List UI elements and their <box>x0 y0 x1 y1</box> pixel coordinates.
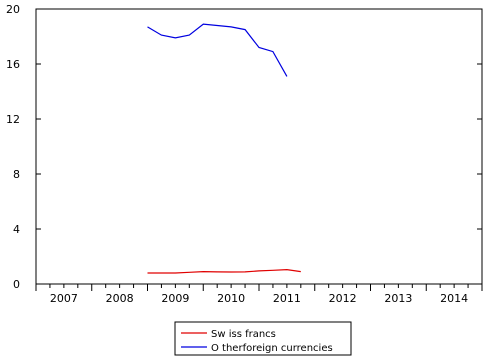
y-tick-label-20: 20 <box>6 3 20 16</box>
y-tick-label-12: 12 <box>6 113 20 126</box>
y-axis: 0 4 8 12 16 20 <box>6 3 482 291</box>
x-tick-label-2010: 2010 <box>217 292 245 305</box>
y-tick-label-16: 16 <box>6 58 20 71</box>
x-tick-label-2008: 2008 <box>106 292 134 305</box>
series-line-1 <box>147 23 288 77</box>
legend: Sw iss francs O therforeign currencies <box>174 321 352 356</box>
x-tick-label-2007: 2007 <box>50 292 78 305</box>
plot-frame <box>35 8 483 285</box>
x-tick-label-2011: 2011 <box>273 292 301 305</box>
x-tick-label-2012: 2012 <box>329 292 357 305</box>
x-axis: 2007 2008 2009 2010 2011 2012 2013 2014 <box>35 284 483 305</box>
series-layer <box>147 23 301 274</box>
series-line-0 <box>147 268 301 274</box>
legend-box <box>174 321 352 356</box>
plot-area <box>35 8 483 285</box>
x-tick-label-2013: 2013 <box>384 292 412 305</box>
y-tick-label-0: 0 <box>13 278 20 291</box>
legend-label-other: O therforeign currencies <box>211 343 333 354</box>
y-tick-label-8: 8 <box>13 168 20 181</box>
y-tick-label-4: 4 <box>13 223 20 236</box>
legend-label-swiss: Sw iss francs <box>211 329 276 340</box>
x-tick-label-2014: 2014 <box>440 292 468 305</box>
x-tick-label-2009: 2009 <box>161 292 189 305</box>
